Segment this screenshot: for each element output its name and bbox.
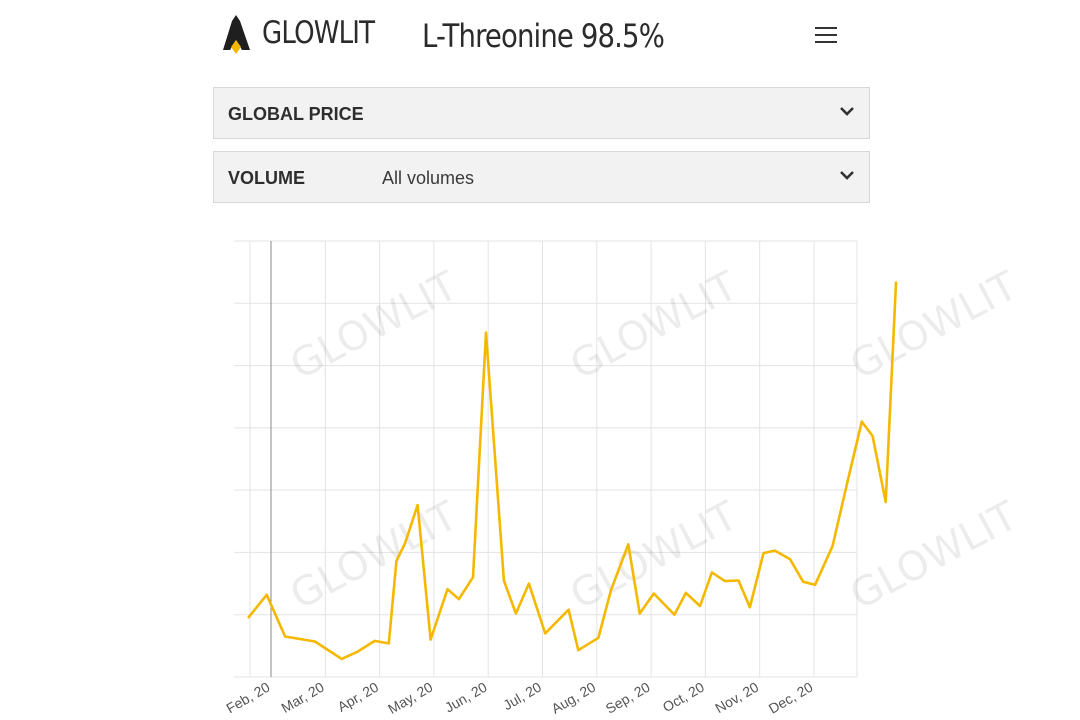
data-point[interactable] — [884, 501, 887, 504]
data-point[interactable] — [247, 616, 250, 619]
data-point[interactable] — [503, 579, 506, 582]
x-tick-label: Feb, 20 — [223, 679, 272, 717]
data-point[interactable] — [846, 480, 849, 483]
page-title: L-Threonine 98.5% — [422, 17, 665, 55]
data-point[interactable] — [673, 613, 676, 616]
data-point[interactable] — [314, 640, 317, 643]
data-point[interactable] — [395, 560, 398, 563]
data-point[interactable] — [814, 584, 817, 587]
global-price-dropdown[interactable]: GLOBAL PRICE — [213, 87, 870, 139]
data-point[interactable] — [685, 592, 688, 595]
data-point[interactable] — [404, 542, 407, 545]
price-series-line[interactable] — [247, 281, 898, 661]
data-point[interactable] — [284, 635, 287, 638]
data-point[interactable] — [355, 651, 358, 654]
chevron-down-icon — [840, 107, 854, 116]
watermark: GLOWLIT — [843, 263, 1025, 389]
x-tick-label: Nov, 20 — [712, 679, 761, 717]
watermark: GLOWLIT — [563, 493, 745, 619]
x-tick-label: Sep, 20 — [603, 679, 653, 717]
data-point[interactable] — [458, 598, 461, 601]
data-point[interactable] — [762, 552, 765, 555]
watermark: GLOWLIT — [563, 263, 745, 389]
data-point[interactable] — [789, 558, 792, 561]
watermark: GLOWLIT — [843, 493, 1025, 619]
x-tick-label: Mar, 20 — [278, 679, 327, 716]
data-point[interactable] — [429, 638, 432, 641]
x-tick-label: Jun, 20 — [442, 679, 490, 716]
data-point[interactable] — [373, 640, 376, 643]
data-point[interactable] — [711, 571, 714, 574]
data-point[interactable] — [653, 592, 656, 595]
data-point[interactable] — [472, 576, 475, 579]
data-point[interactable] — [544, 632, 547, 635]
data-point[interactable] — [627, 543, 630, 546]
data-point[interactable] — [485, 331, 488, 334]
data-point[interactable] — [860, 420, 863, 423]
x-tick-label: Aug, 20 — [549, 679, 599, 717]
svg-text:GLOWLIT: GLOWLIT — [283, 493, 465, 619]
data-point[interactable] — [610, 589, 613, 592]
watermark: GLOWLIT — [283, 493, 465, 619]
data-point[interactable] — [388, 642, 391, 645]
data-point[interactable] — [737, 579, 740, 582]
data-point[interactable] — [597, 636, 600, 639]
svg-text:GLOWLIT: GLOWLIT — [843, 263, 1025, 389]
data-point[interactable] — [446, 588, 449, 591]
brand-logo[interactable]: GLOWLIT — [220, 12, 396, 54]
x-tick-label: Oct, 20 — [660, 679, 707, 716]
data-point[interactable] — [265, 593, 268, 596]
svg-text:GLOWLIT: GLOWLIT — [563, 263, 745, 389]
data-point[interactable] — [577, 649, 580, 652]
volume-label: VOLUME — [228, 168, 306, 188]
data-point[interactable] — [871, 435, 874, 438]
data-point[interactable] — [802, 580, 805, 583]
volume-value: All volumes — [382, 168, 475, 188]
data-point[interactable] — [724, 580, 727, 583]
data-point[interactable] — [749, 606, 752, 609]
svg-text:GLOWLIT: GLOWLIT — [563, 493, 745, 619]
data-point[interactable] — [831, 545, 834, 548]
watermark: GLOWLIT — [283, 263, 465, 389]
data-point[interactable] — [515, 612, 518, 615]
brand-name: GLOWLIT — [262, 15, 375, 51]
data-point[interactable] — [416, 504, 419, 507]
flame-logo-icon — [223, 15, 250, 54]
chevron-down-icon — [840, 171, 854, 180]
x-tick-label: May, 20 — [385, 679, 435, 717]
app-header: GLOWLIT L-Threonine 98.5% — [213, 0, 870, 78]
data-point[interactable] — [699, 605, 702, 608]
svg-text:GLOWLIT: GLOWLIT — [843, 493, 1025, 619]
x-tick-label: Apr, 20 — [335, 679, 382, 715]
data-point[interactable] — [638, 612, 641, 615]
data-point[interactable] — [895, 281, 898, 284]
x-tick-label: Dec, 20 — [766, 679, 816, 717]
svg-text:GLOWLIT: GLOWLIT — [283, 263, 465, 389]
global-price-label: GLOBAL PRICE — [228, 104, 364, 124]
hamburger-icon[interactable] — [813, 22, 839, 48]
data-point[interactable] — [774, 549, 777, 552]
x-tick-label: Jul, 20 — [500, 679, 544, 714]
data-point[interactable] — [340, 658, 343, 661]
data-point[interactable] — [567, 608, 570, 611]
volume-dropdown[interactable]: VOLUME All volumes — [213, 151, 870, 203]
data-point[interactable] — [528, 582, 531, 585]
